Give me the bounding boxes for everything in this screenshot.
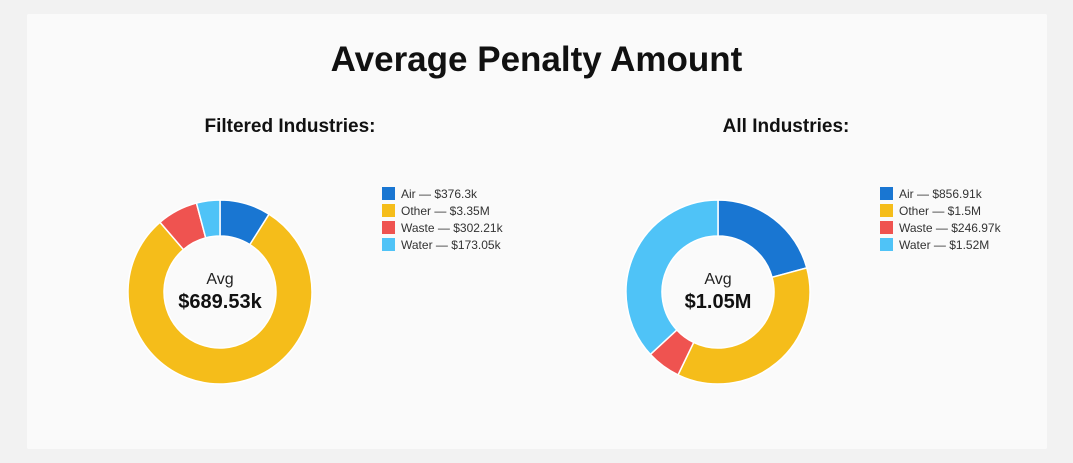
- legend-swatch: [382, 221, 395, 234]
- donut-slice-other: [127, 213, 313, 385]
- legend-swatch: [880, 238, 893, 251]
- legend-item-water: Water — $1.52M: [880, 236, 1001, 253]
- legend-label: Waste — $246.97k: [899, 220, 1001, 235]
- legend-item-waste: Waste — $302.21k: [382, 219, 503, 236]
- legend-item-water: Water — $173.05k: [382, 236, 503, 253]
- legend-swatch: [382, 204, 395, 217]
- donut-chart-all: [625, 199, 811, 385]
- center-caption: Avg: [206, 271, 234, 288]
- legend-item-air: Air — $856.91k: [880, 185, 1001, 202]
- legend-all: Air — $856.91k Other — $1.5M Waste — $246.…: [880, 185, 1001, 253]
- center-caption: Avg: [704, 271, 732, 288]
- donut-chart-filtered: [127, 199, 313, 385]
- legend-swatch: [382, 187, 395, 200]
- donut-slice-air: [717, 199, 808, 279]
- chart-title-filtered: Filtered Industries:: [204, 116, 376, 137]
- center-label-all: Avg $1.05M: [638, 271, 798, 314]
- chart-title-all: All Industries:: [722, 116, 850, 137]
- legend-filtered: Air — $376.3k Other — $3.35M Waste — $302.…: [382, 185, 503, 253]
- legend-item-waste: Waste — $246.97k: [880, 219, 1001, 236]
- legend-swatch: [880, 221, 893, 234]
- center-value: $1.05M: [684, 291, 752, 313]
- legend-label: Other — $3.35M: [401, 203, 490, 218]
- page-title: Average Penalty Amount: [330, 40, 743, 79]
- legend-item-other: Other — $3.35M: [382, 202, 503, 219]
- center-value: $689.53k: [178, 291, 262, 313]
- legend-swatch: [382, 238, 395, 251]
- legend-item-air: Air — $376.3k: [382, 185, 503, 202]
- legend-label: Water — $1.52M: [899, 237, 990, 252]
- legend-label: Water — $173.05k: [401, 237, 501, 252]
- legend-swatch: [880, 187, 893, 200]
- legend-label: Air — $376.3k: [401, 186, 478, 201]
- donut-slice-other: [677, 266, 811, 385]
- legend-label: Waste — $302.21k: [401, 220, 503, 235]
- legend-label: Other — $1.5M: [899, 203, 982, 218]
- legend-swatch: [880, 204, 893, 217]
- center-label-filtered: Avg $689.53k: [140, 271, 300, 314]
- legend-label: Air — $856.91k: [899, 186, 982, 201]
- donut-slice-water: [195, 199, 221, 239]
- legend-item-other: Other — $1.5M: [880, 202, 1001, 219]
- donut-slice-water: [625, 199, 719, 356]
